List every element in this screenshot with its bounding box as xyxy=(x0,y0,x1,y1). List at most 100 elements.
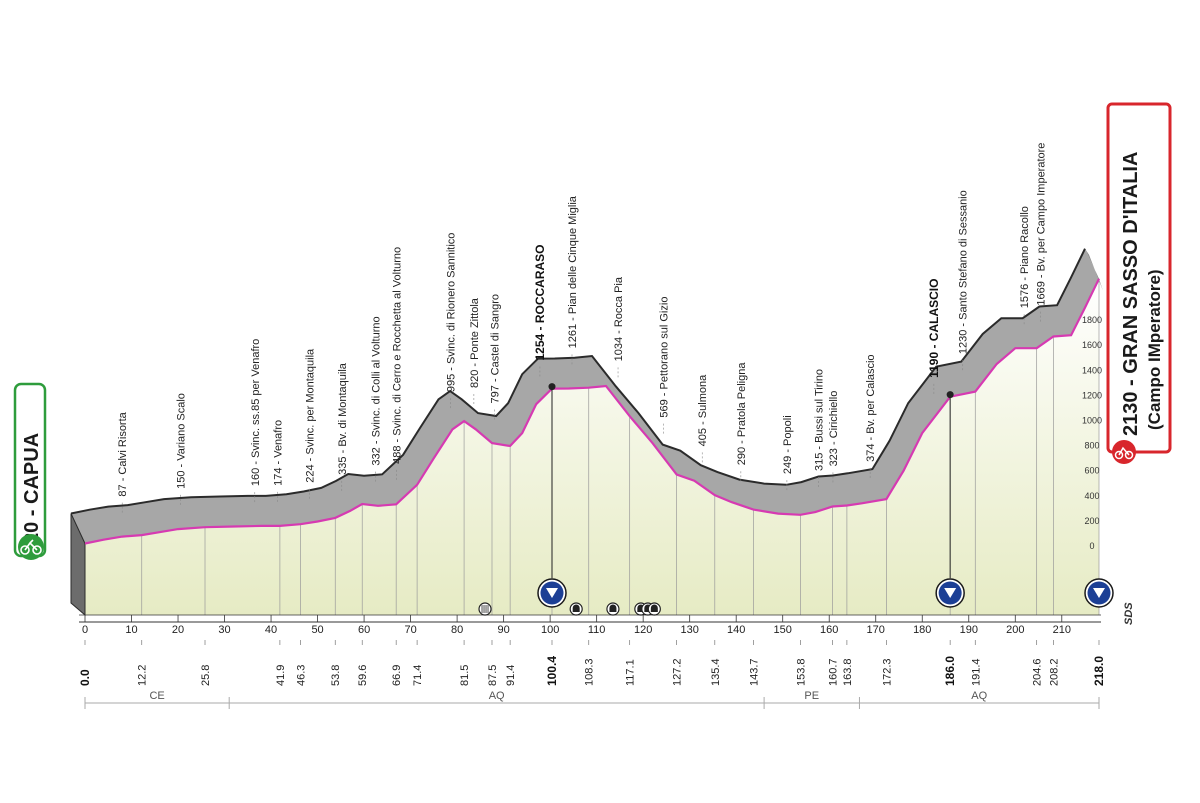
km-mark-label: 127.2 xyxy=(672,658,684,686)
profile-3d-band xyxy=(70,248,1103,617)
km-mark-label: 66.9 xyxy=(391,665,403,686)
altitude-tick-label: 1600 xyxy=(1082,340,1102,350)
distance-tick-label: 0 xyxy=(82,624,88,636)
finish-badge-frame xyxy=(1106,102,1172,454)
km-mark-label: 91.4 xyxy=(505,665,517,686)
route-markers xyxy=(478,383,1114,616)
waypoint-label: 160 - Svinc. ss.85 per Venafro xyxy=(250,339,262,486)
distance-tick-label: 180 xyxy=(913,624,931,636)
waypoint-label: 1576 - Piano Racollo xyxy=(1019,206,1031,308)
profile-top-edge xyxy=(70,248,1086,515)
waypoint-label: 1230 - Santo Stefano di Sessanio xyxy=(958,190,970,354)
tunnel-glyph xyxy=(650,604,658,612)
route-profile-line xyxy=(84,278,1100,545)
profile-top-band xyxy=(71,248,1099,544)
altitude-tick-label: 600 xyxy=(1084,466,1099,476)
chevron-down-icon xyxy=(1093,588,1105,598)
km-mark-label: 153.8 xyxy=(795,658,807,686)
tunnel-glyph xyxy=(609,604,617,612)
km-mark-label: 135.4 xyxy=(710,658,722,686)
start-label: 20 - CAPUA xyxy=(21,433,43,544)
waypoint-label: 224 - Svinc. per Montaquila xyxy=(305,348,317,483)
km-mark-label: 25.8 xyxy=(200,665,212,686)
finish-climb-icon xyxy=(1112,440,1136,464)
waypoint-label: 569 - Pettorano sul Gizio xyxy=(659,297,671,418)
km-mark-label: 59.6 xyxy=(357,665,369,686)
start-badge: 20 - CAPUA xyxy=(13,382,47,560)
waypoint-labels: 87 - Calvi Risorta 150 - Variano Scalo 160… xyxy=(117,143,1047,513)
region-label: CE xyxy=(149,690,164,702)
finish-sublabel: (Campo IMperatore) xyxy=(1145,269,1164,430)
km-mark-label: 143.7 xyxy=(748,658,760,686)
waypoint-label: 315 - Bussi sul Tirino xyxy=(814,369,826,471)
distance-tick-label: 160 xyxy=(820,624,838,636)
km-mark-label: 208.2 xyxy=(1048,658,1060,686)
waypoint-label: 374 - Bv. per Calascio xyxy=(865,354,877,461)
sprint-pin xyxy=(548,383,556,391)
altitude-tick-label: 1200 xyxy=(1082,390,1102,400)
sds-label: SDS xyxy=(1123,602,1135,625)
region-label: PE xyxy=(804,690,819,702)
waypoint-label: 332 - Svinc. di Colli al Volturno xyxy=(371,316,383,465)
km-mark-label: 108.3 xyxy=(584,658,596,686)
km-mark-label: 191.4 xyxy=(970,658,982,686)
waypoint-label: 87 - Calvi Risorta xyxy=(117,411,129,496)
finish-label: 2130 - GRAN SASSO D'ITALIA xyxy=(1120,152,1142,436)
distance-tick-label: 110 xyxy=(588,624,606,636)
tunnel-glyph xyxy=(572,604,580,612)
altitude-tick-label: 200 xyxy=(1084,516,1099,526)
region-label: AQ xyxy=(971,690,987,702)
km-mark-label: 186.0 xyxy=(943,656,957,686)
km-mark-label: 81.5 xyxy=(459,665,471,686)
distance-tick-label: 200 xyxy=(1006,624,1024,636)
distance-tick-label: 100 xyxy=(541,624,559,636)
distance-tick-label: 150 xyxy=(774,624,792,636)
waypoint-label: 1254 - ROCCARASO xyxy=(533,244,547,360)
distance-axis: 0 10 20 30 40 50 60 70 80 90 100 110 120 130 140 150 160… xyxy=(78,614,1106,686)
distance-tick-label: 20 xyxy=(172,624,184,636)
distance-tick-label: 140 xyxy=(727,624,745,636)
waypoint-label: 150 - Variano Scalo xyxy=(175,393,187,489)
altitude-axis: 0 200 400 600 800 1000 1200 1400 1600 1800 xyxy=(1082,315,1102,551)
km-mark-label: 71.4 xyxy=(412,665,424,686)
distance-tick-label: 10 xyxy=(125,624,137,636)
km-mark-label: 160.7 xyxy=(827,658,839,686)
altitude-tick-label: 1400 xyxy=(1082,365,1102,375)
finish-badge: 2130 - GRAN SASSO D'ITALIA (Campo IMpera… xyxy=(1106,102,1172,464)
waypoint-label: 1034 - Rocca Pia xyxy=(613,276,625,361)
chevron-down-icon xyxy=(545,588,558,598)
km-mark-label: 218.0 xyxy=(1092,656,1106,686)
waypoint-label: 249 - Popoli xyxy=(782,415,794,474)
distance-tick-label: 80 xyxy=(451,624,463,636)
km-mark-label: 204.6 xyxy=(1032,658,1044,686)
km-mark-label: 100.4 xyxy=(545,656,559,686)
region-bar: CE AQ PE AQ xyxy=(84,690,1100,709)
waypoint-label: 488 - Svinc. di Cerro e Rocchetta al Vol… xyxy=(392,247,404,464)
waypoint-label: 323 - Cirichiello xyxy=(828,391,840,467)
region-label: AQ xyxy=(489,690,505,702)
chevron-down-icon xyxy=(944,588,957,598)
km-mark-label: 87.5 xyxy=(487,665,499,686)
km-mark-label: 53.8 xyxy=(330,665,342,686)
route-line xyxy=(84,278,1100,545)
waypoint-label: 290 - Pratola Peligna xyxy=(736,362,748,466)
km-mark-label: 117.1 xyxy=(625,659,637,686)
altitude-tick-label: 800 xyxy=(1084,441,1099,451)
distance-tick-label: 170 xyxy=(867,624,885,636)
km-mark-label: 0.0 xyxy=(78,669,92,686)
distance-tick-label: 50 xyxy=(311,624,323,636)
waypoint-label: 174 - Venafro xyxy=(273,420,285,486)
waypoint-label: 820 - Ponte Zittola xyxy=(469,297,481,388)
distance-tick-label: 70 xyxy=(404,624,416,636)
km-mark-label: 41.9 xyxy=(275,665,287,686)
distance-tick-label: 30 xyxy=(218,624,230,636)
distance-tick-label: 210 xyxy=(1053,624,1071,636)
waypoint-label: 405 - Sulmona xyxy=(697,374,709,446)
altitude-tick-label: 400 xyxy=(1084,491,1099,501)
waypoint-label: 995 - Svinc. di Rionero Sannitico xyxy=(446,233,458,393)
distance-tick-label: 40 xyxy=(265,624,277,636)
km-mark-label: 163.8 xyxy=(842,658,854,686)
distance-tick-label: 90 xyxy=(497,624,509,636)
